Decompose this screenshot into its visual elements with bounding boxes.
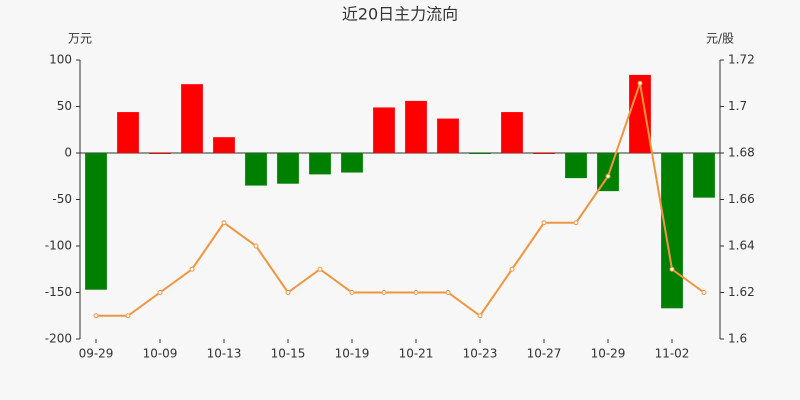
line-point xyxy=(253,243,259,249)
line-point xyxy=(509,266,515,272)
y2-tick-label: 1.6 xyxy=(728,332,747,346)
line-point xyxy=(413,290,419,295)
line-point xyxy=(189,266,195,272)
bar xyxy=(693,153,715,198)
x-tick-label: 10-19 xyxy=(335,347,370,361)
line-point xyxy=(445,290,451,295)
y-tick-label: 50 xyxy=(57,99,72,113)
line-point xyxy=(605,173,611,179)
bar xyxy=(565,153,587,179)
line-point xyxy=(573,220,579,226)
bar xyxy=(213,137,235,153)
y2-tick-label: 1.64 xyxy=(728,239,755,253)
x-tick-label: 10-27 xyxy=(527,347,562,361)
y2-tick-label: 1.7 xyxy=(728,99,747,113)
line-point xyxy=(541,220,547,226)
y-axis-unit: 万元 xyxy=(68,32,92,46)
bar xyxy=(181,84,203,153)
y-tick-label: 0 xyxy=(64,146,72,160)
line-point xyxy=(381,290,387,295)
y2-tick-label: 1.62 xyxy=(728,285,755,299)
bar xyxy=(501,112,523,153)
line xyxy=(96,82,705,318)
line-point xyxy=(93,313,99,319)
bar xyxy=(533,153,555,154)
bar xyxy=(629,74,651,153)
bar xyxy=(437,118,459,153)
chart-title: 近20日主力流向 xyxy=(342,5,458,24)
bar xyxy=(661,153,683,309)
x-tick-label: 10-13 xyxy=(207,347,242,361)
bar xyxy=(341,153,363,173)
x-tick-label: 10-15 xyxy=(271,347,306,361)
bar xyxy=(309,153,331,175)
y-tick-label: -200 xyxy=(45,332,72,346)
x-tick-label: 10-09 xyxy=(143,347,178,361)
line-point xyxy=(285,290,291,295)
line-point xyxy=(125,313,131,319)
bar xyxy=(277,153,299,184)
line-point xyxy=(477,313,483,319)
x-tick-label: 10-21 xyxy=(399,347,434,361)
line-point xyxy=(669,266,675,272)
bar xyxy=(469,153,491,154)
y-tick-label: -50 xyxy=(52,192,72,206)
y2-axis-unit: 元/股 xyxy=(706,32,734,46)
x-tick-label: 09-29 xyxy=(79,347,114,361)
bar xyxy=(117,112,139,153)
line-point xyxy=(701,290,707,295)
x-tick-label: 10-29 xyxy=(591,347,626,361)
y2-tick-label: 1.68 xyxy=(728,146,755,160)
x-tick-label: 10-23 xyxy=(463,347,498,361)
bar xyxy=(149,153,171,154)
line-point xyxy=(349,290,355,295)
bar xyxy=(597,153,619,192)
y2-tick-label: 1.72 xyxy=(728,53,755,67)
bar xyxy=(373,107,395,153)
bar xyxy=(245,153,267,186)
y2-tick-label: 1.66 xyxy=(728,192,755,206)
bar xyxy=(405,100,427,153)
line-point xyxy=(637,80,643,86)
y-tick-label: -100 xyxy=(45,239,72,253)
y-tick-label: -150 xyxy=(45,285,72,299)
line-point xyxy=(317,266,323,272)
line-point xyxy=(221,220,227,226)
line-point xyxy=(157,290,163,295)
bar xyxy=(85,153,107,290)
y-tick-label: 100 xyxy=(49,53,72,67)
x-tick-label: 11-02 xyxy=(655,347,690,361)
